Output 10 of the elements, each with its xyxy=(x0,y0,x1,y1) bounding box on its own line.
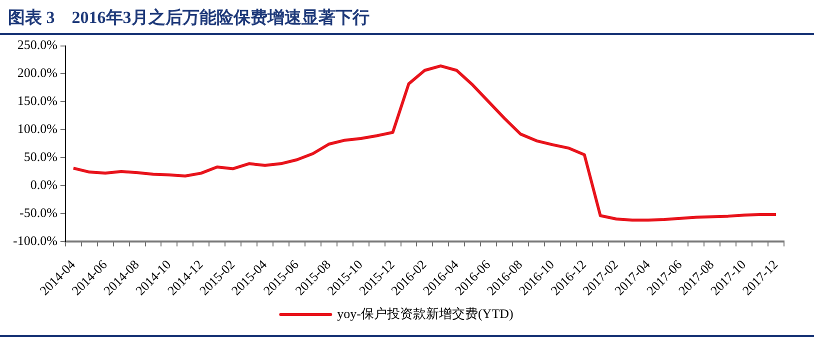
y-tick-label: 0.0% xyxy=(30,176,58,192)
y-tick-label: 50.0% xyxy=(24,148,58,164)
y-tick-label: 200.0% xyxy=(17,65,58,80)
y-tick-label: -100.0% xyxy=(12,232,58,248)
y-tick-label: 150.0% xyxy=(17,93,58,108)
legend-label: yoy-保户投资款新增交费(YTD) xyxy=(337,306,514,321)
chart-title: 图表 3 2016年3月之后万能险保费增速显著下行 xyxy=(0,0,814,35)
y-tick-label: -50.0% xyxy=(19,204,58,220)
y-tick-label: 100.0% xyxy=(17,121,58,136)
y-tick-label: 250.0% xyxy=(17,37,58,52)
